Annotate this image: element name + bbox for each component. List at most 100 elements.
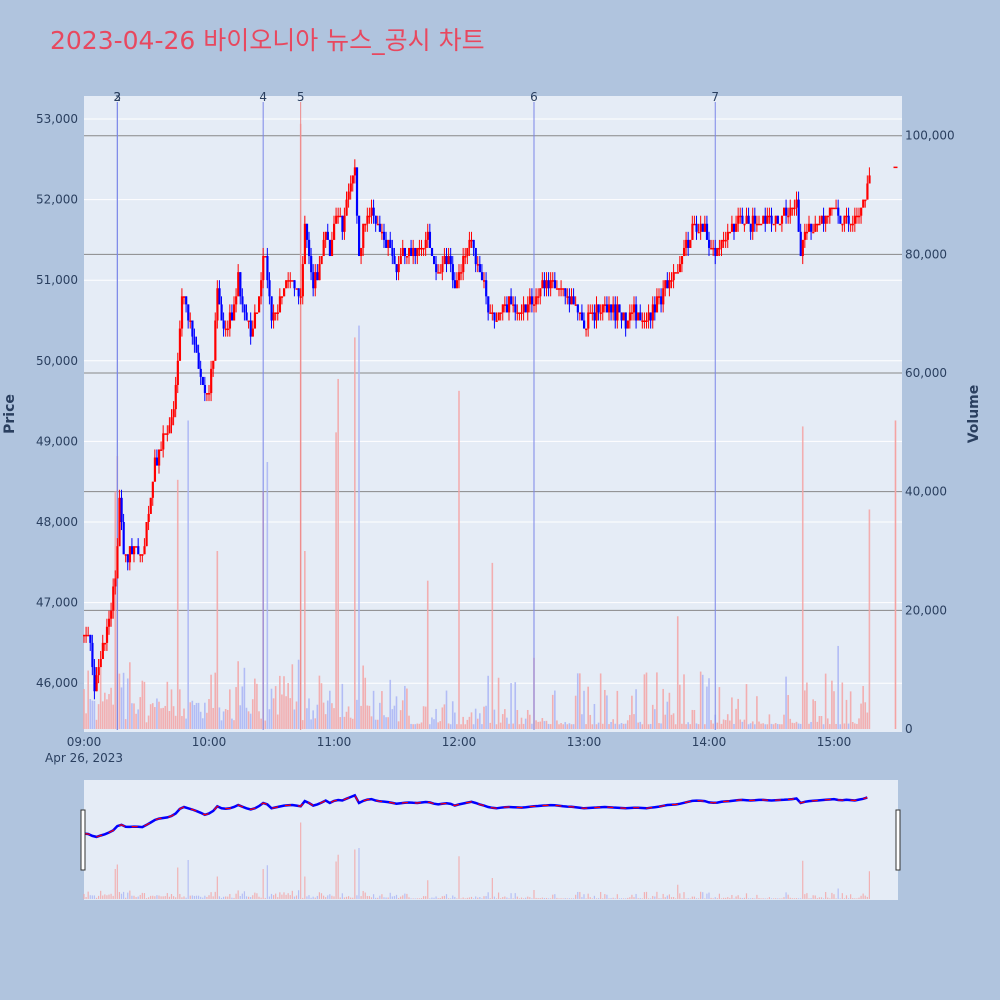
candle-body bbox=[712, 247, 715, 250]
candle-body bbox=[418, 247, 421, 250]
mini-volume-bar bbox=[310, 897, 312, 899]
mini-volume-bar bbox=[108, 894, 110, 899]
candle-body bbox=[105, 626, 109, 643]
volume-bar bbox=[149, 704, 152, 729]
mini-volume-bar bbox=[97, 895, 100, 899]
volume-bar bbox=[447, 723, 450, 729]
candle-body bbox=[626, 320, 629, 329]
candle-body bbox=[595, 304, 598, 321]
candle-body bbox=[680, 256, 684, 265]
volume-bar bbox=[310, 719, 312, 729]
candle-body bbox=[303, 223, 307, 265]
candle-body bbox=[153, 457, 157, 482]
candle-body bbox=[464, 256, 467, 258]
candle-body bbox=[341, 215, 344, 232]
range-slider-right-handle[interactable] bbox=[895, 809, 901, 871]
volume-bar bbox=[847, 723, 850, 729]
time-tick-label: 11:00 bbox=[317, 735, 352, 749]
mini-volume-bar bbox=[662, 893, 664, 899]
candle-body bbox=[862, 199, 865, 208]
candle-body bbox=[118, 497, 121, 547]
mini-volume-bar bbox=[868, 871, 871, 899]
candle-body bbox=[580, 312, 584, 321]
volume-bar bbox=[789, 718, 792, 729]
volume-bar bbox=[158, 701, 160, 729]
mini-volume-bar bbox=[127, 892, 129, 899]
time-tick-label: 14:00 bbox=[692, 735, 727, 749]
volume-bar bbox=[720, 723, 723, 729]
mini-volume-bar bbox=[210, 892, 212, 899]
candle-body bbox=[837, 207, 840, 216]
range-slider[interactable] bbox=[84, 780, 898, 900]
volume-bar bbox=[818, 715, 821, 729]
mini-volume-bar bbox=[656, 891, 658, 899]
mini-volume-bar bbox=[447, 898, 450, 899]
volume-bar bbox=[556, 720, 558, 729]
mini-volume-bar bbox=[808, 898, 810, 899]
mini-volume-bar bbox=[252, 895, 254, 899]
range-slider-left-handle[interactable] bbox=[80, 809, 86, 871]
volume-bar bbox=[558, 724, 560, 729]
candle-body bbox=[757, 223, 761, 226]
mini-volume-bar bbox=[391, 896, 393, 899]
mini-volume-bar bbox=[408, 897, 410, 899]
candle-body bbox=[103, 642, 107, 645]
mini-volume-bar bbox=[637, 898, 639, 899]
mini-volume-bar bbox=[589, 897, 591, 899]
mini-volume-bar bbox=[556, 897, 558, 899]
volume-bar bbox=[135, 713, 137, 729]
volume-bar bbox=[362, 665, 364, 729]
chart-title: 2023-04-26 바이오니아 뉴스_공시 차트 bbox=[50, 26, 485, 55]
mini-volume-bar bbox=[593, 895, 596, 899]
volume-bar bbox=[545, 720, 548, 729]
mini-volume-bar bbox=[460, 898, 462, 899]
volume-bar bbox=[358, 325, 360, 729]
mini-volume-bar bbox=[716, 898, 718, 899]
candle-body bbox=[87, 634, 90, 637]
mini-volume-bar bbox=[179, 893, 181, 899]
volume-bar bbox=[356, 699, 358, 729]
candle-body bbox=[572, 296, 575, 305]
volume-bar bbox=[566, 724, 569, 729]
volume-bar bbox=[476, 718, 479, 729]
candle-body bbox=[414, 247, 417, 257]
candle-body bbox=[376, 223, 379, 226]
candle-body bbox=[243, 304, 246, 313]
volume-bar bbox=[443, 704, 446, 729]
volume-bar bbox=[520, 717, 523, 729]
volume-bar bbox=[701, 674, 704, 729]
volume-bar bbox=[785, 676, 787, 729]
mini-volume-bar bbox=[439, 898, 441, 899]
candle-body bbox=[330, 239, 334, 257]
volume-bar bbox=[799, 723, 802, 729]
mini-volume-bar bbox=[679, 893, 681, 899]
volume-bar bbox=[247, 711, 250, 729]
mini-volume-bar bbox=[470, 896, 473, 899]
mini-volume-bar bbox=[458, 856, 460, 899]
volume-bar bbox=[256, 683, 258, 729]
candle-body bbox=[328, 239, 332, 257]
mini-volume-bar bbox=[272, 895, 275, 899]
candle-body bbox=[793, 207, 796, 210]
mini-volume-bar bbox=[154, 896, 156, 899]
candle-body bbox=[618, 304, 621, 313]
mini-volume-bar bbox=[297, 890, 300, 899]
volume-bar bbox=[226, 709, 229, 729]
candle-body bbox=[324, 231, 327, 240]
volume-bar bbox=[864, 702, 867, 729]
mini-volume-bar bbox=[518, 898, 521, 899]
mini-volume-bar bbox=[483, 896, 485, 899]
volume-bar bbox=[174, 715, 177, 729]
volume-bar bbox=[120, 687, 123, 729]
mini-volume-bar bbox=[645, 891, 648, 899]
candle-body bbox=[632, 304, 636, 313]
mini-volume-bar bbox=[114, 869, 116, 899]
candle-body bbox=[657, 296, 661, 298]
candle-body bbox=[216, 288, 219, 321]
candle-body bbox=[260, 280, 263, 297]
candle-body bbox=[322, 239, 325, 257]
volume-bar bbox=[464, 724, 467, 729]
candle-body bbox=[528, 296, 532, 305]
candle-body bbox=[653, 304, 657, 313]
candle-body bbox=[193, 336, 196, 345]
